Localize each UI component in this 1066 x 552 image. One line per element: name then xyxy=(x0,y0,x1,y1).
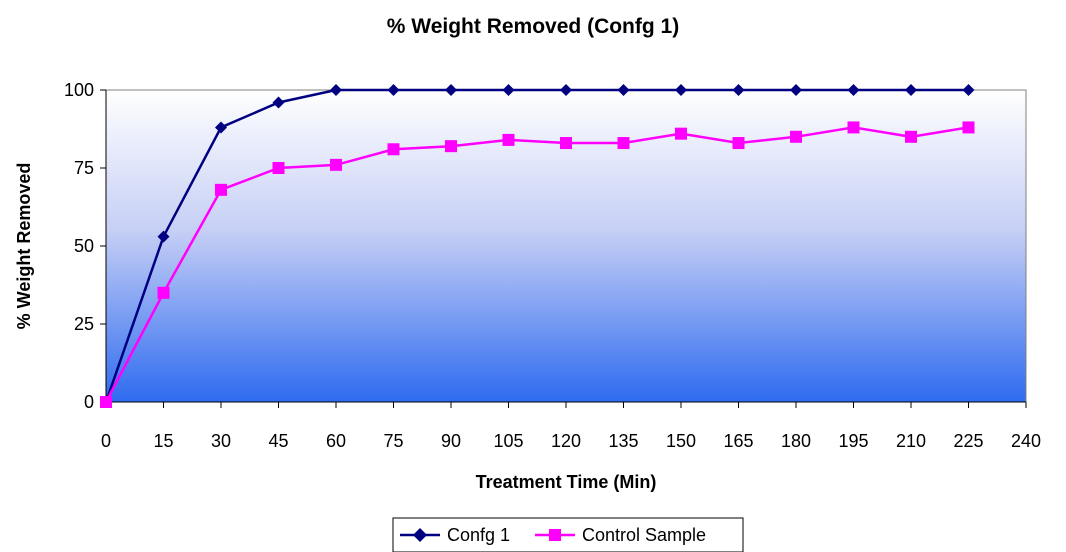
data-point-control-sample xyxy=(502,133,515,146)
legend-item-control-sample: Control Sample xyxy=(535,525,706,545)
x-tick-label: 225 xyxy=(953,431,983,451)
data-point-control-sample xyxy=(157,286,170,299)
data-point-confg-1 xyxy=(675,84,687,96)
x-tick-label: 150 xyxy=(666,431,696,451)
data-point-confg-1 xyxy=(905,84,917,96)
x-tick-label: 30 xyxy=(211,431,231,451)
x-tick-label: 195 xyxy=(838,431,868,451)
data-point-confg-1 xyxy=(157,230,170,243)
data-point-control-sample xyxy=(732,137,745,150)
legend-label-control-sample: Control Sample xyxy=(582,525,706,545)
x-tick-label: 210 xyxy=(896,431,926,451)
legend-item-confg-1: Confg 1 xyxy=(400,525,510,545)
chart-title: % Weight Removed (Confg 1) xyxy=(387,15,679,38)
data-point-confg-1 xyxy=(215,121,227,134)
y-tick-label: 100 xyxy=(64,80,94,100)
x-axis-label: Treatment Time (Min) xyxy=(476,472,657,492)
x-tick-label: 75 xyxy=(383,431,403,451)
y-tick-label: 25 xyxy=(74,314,94,334)
data-point-control-sample xyxy=(445,140,457,153)
x-tick-label: 105 xyxy=(493,431,523,451)
data-point-control-sample xyxy=(847,121,860,134)
x-axis: 0 15 30 45 60 75 90 105 120 135 150 165 180 195 210 225… xyxy=(101,401,1041,451)
data-point-confg-1 xyxy=(560,84,572,96)
y-tick-label: 75 xyxy=(74,158,94,178)
data-point-confg-1 xyxy=(732,84,745,96)
x-tick-label: 15 xyxy=(153,431,173,451)
series-line-confg-1 xyxy=(104,88,969,403)
data-point-control-sample xyxy=(100,396,112,408)
y-tick-label: 50 xyxy=(74,236,94,256)
data-point-control-sample xyxy=(962,121,975,134)
plot-area xyxy=(105,89,1027,403)
legend-label-confg-1: Confg 1 xyxy=(447,525,510,545)
data-point-confg-1 xyxy=(847,84,860,96)
data-point-confg-1 xyxy=(790,84,802,96)
data-point-confg-1 xyxy=(387,84,400,96)
data-point-confg-1 xyxy=(502,84,515,96)
legend-marker-confg-1 xyxy=(413,528,427,542)
data-point-control-sample xyxy=(330,158,342,171)
series-line-control-sample xyxy=(104,126,969,403)
data-point-confg-1 xyxy=(330,84,342,96)
x-tick-label: 135 xyxy=(608,431,638,451)
data-point-control-sample xyxy=(560,137,572,150)
data-point-control-sample xyxy=(215,183,227,196)
x-tick-label: 0 xyxy=(101,431,111,451)
data-point-control-sample xyxy=(387,143,400,156)
data-point-control-sample xyxy=(790,130,802,143)
x-tick-label: 90 xyxy=(441,431,461,451)
y-tick-label: 0 xyxy=(84,392,94,412)
x-tick-label: 120 xyxy=(551,431,581,451)
data-point-control-sample xyxy=(905,130,917,143)
x-tick-label: 45 xyxy=(268,431,288,451)
y-axis-label: % Weight Removed xyxy=(14,163,34,330)
series-group xyxy=(100,84,975,408)
x-tick-label: 180 xyxy=(781,431,811,451)
data-point-confg-1 xyxy=(445,84,457,96)
data-point-control-sample xyxy=(675,127,687,140)
data-point-control-sample xyxy=(272,162,285,174)
x-tick-label: 240 xyxy=(1011,431,1041,451)
data-point-confg-1 xyxy=(272,96,285,109)
data-point-confg-1 xyxy=(617,84,630,96)
data-point-confg-1 xyxy=(962,84,975,96)
x-tick-label: 60 xyxy=(326,431,346,451)
data-point-control-sample xyxy=(617,137,630,150)
legend-marker-control-sample xyxy=(549,529,561,541)
x-tick-label: 165 xyxy=(723,431,753,451)
y-axis: 0 25 50 75 100 xyxy=(64,80,107,412)
